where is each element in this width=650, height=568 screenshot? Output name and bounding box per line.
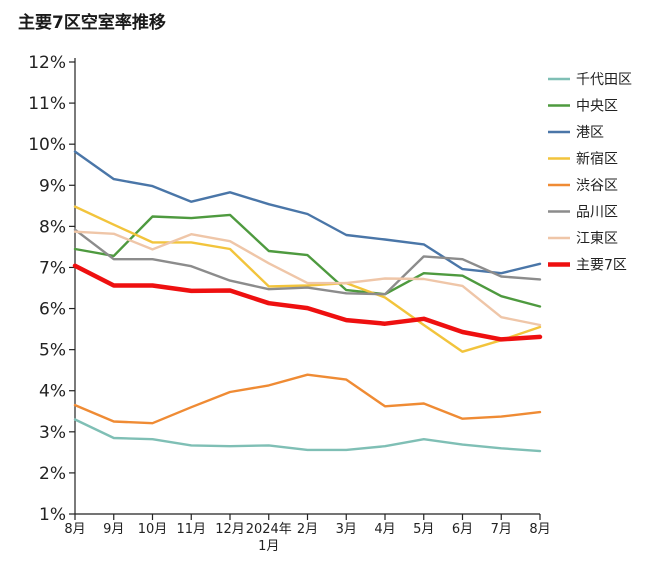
y-tick-label: 12% [28, 53, 66, 73]
y-tick-label: 7% [39, 258, 66, 278]
legend-label-3: 新宿区 [576, 151, 618, 168]
x-tick-label: 9月 [103, 522, 124, 537]
legend-label-4: 渋谷区 [576, 178, 618, 194]
x-tick-label: 6月 [452, 522, 473, 537]
y-tick-label: 4% [39, 382, 66, 402]
y-tick-label: 3% [39, 423, 66, 443]
x-tick-label: 7月 [491, 522, 512, 537]
series-lines [72, 150, 543, 453]
y-tick-label: 10% [28, 135, 66, 155]
y-tick-label: 1% [39, 505, 66, 525]
legend-label-1: 中央区 [576, 99, 618, 115]
x-axis: 8月 9月 10月 11月 12月 2024年 1月 2月 3月 4月 5月 6月 7月 8月 [64, 513, 551, 554]
y-tick-label: 9% [39, 176, 66, 196]
x-tick-label: 3月 [336, 522, 357, 537]
series-line-0 [73, 418, 542, 453]
x-tick-label: 8月 [529, 522, 550, 537]
x-tick-label: 12月 [215, 522, 245, 537]
legend-label-5: 品川区 [576, 205, 618, 221]
x-tick-label: 2024年 1月 [246, 522, 292, 554]
legend-label-7: 主要7区 [576, 258, 627, 274]
x-tick-label: 10月 [138, 522, 168, 537]
series-line-2 [73, 150, 542, 275]
legend-label-2: 港区 [576, 125, 604, 141]
legend-label-6: 江東区 [576, 231, 618, 247]
y-tick-label: 5% [39, 341, 66, 361]
legend-label-0: 千代田区 [576, 72, 632, 88]
series-line-3 [73, 205, 542, 353]
y-tick-label: 2% [39, 464, 66, 484]
x-tick-label: 11月 [176, 522, 206, 537]
x-tick-label: 4月 [374, 522, 395, 537]
chart-title: 主要7区空室率推移 [18, 13, 166, 33]
x-tick-label: 5月 [413, 522, 434, 537]
series-line-4 [73, 373, 542, 425]
y-tick-label: 6% [39, 300, 66, 320]
series-line-7 [72, 263, 543, 342]
series-line-1 [73, 213, 542, 308]
y-axis: 1% 2% 3% 4% 5% 6% 7% 8% 9% 10% 11% 12% [28, 53, 76, 525]
series-line-6 [73, 230, 542, 327]
series-line-5 [73, 228, 542, 296]
y-tick-label: 11% [28, 94, 66, 114]
y-tick-label: 8% [39, 217, 66, 237]
x-tick-label: 2月 [297, 522, 318, 537]
x-tick-label: 8月 [64, 522, 85, 537]
